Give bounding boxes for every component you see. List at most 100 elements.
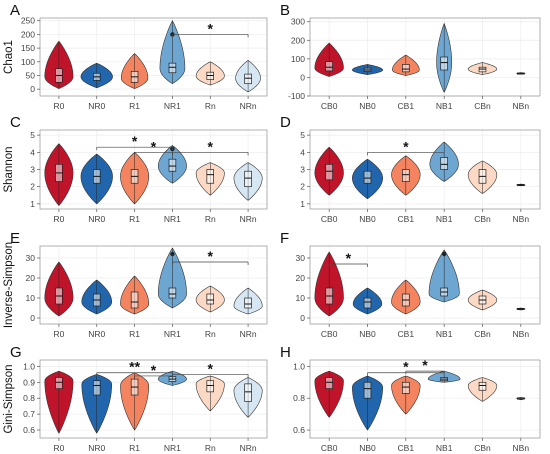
y-tick-label: 0 — [300, 72, 305, 82]
box — [168, 62, 177, 74]
y-tick-label: 20 — [296, 273, 306, 283]
box — [244, 383, 252, 402]
y-axis-label: Inverse-Simpson — [3, 242, 15, 328]
y-tick-label: 1 — [300, 199, 305, 209]
panel-letter: A — [10, 2, 20, 19]
panel-h: 0.6 0.8 1.0 CB0 NB0 CB1 NB1 CBn NBn H * * — [280, 344, 541, 453]
y-tick-label: 200 — [291, 35, 305, 45]
significance-label: * — [403, 138, 409, 154]
y-tick-label: 3 — [300, 165, 305, 175]
significance-label: * — [422, 357, 428, 373]
x-tick-label: NBn — [513, 101, 530, 111]
panel-letter: F — [280, 230, 289, 247]
y-tick-label: 4 — [300, 147, 305, 157]
box — [325, 61, 333, 72]
y-tick-label: 1 — [30, 199, 35, 209]
box — [325, 163, 333, 181]
x-tick-label: NR0 — [88, 101, 105, 111]
y-tick-label: 1.0 — [23, 361, 35, 371]
y-axis-label: Shannon — [3, 146, 15, 192]
y-tick-label: 0.9 — [23, 377, 35, 387]
box — [440, 157, 448, 170]
box — [55, 377, 63, 390]
x-tick-label: CBn — [474, 214, 491, 224]
y-tick-label: 5 — [30, 130, 35, 140]
x-tick-label: R0 — [53, 214, 64, 224]
y-tick-label: 0 — [30, 313, 35, 323]
x-tick-label: Rn — [205, 329, 216, 339]
x-tick-label: CBn — [474, 443, 491, 453]
y-tick-label: 0.8 — [293, 393, 305, 403]
x-tick-label: Rn — [205, 101, 216, 111]
x-tick-label: NR1 — [164, 214, 181, 224]
significance-label: * — [346, 250, 352, 266]
x-tick-label: NB0 — [359, 101, 376, 111]
box — [206, 169, 215, 184]
panel-letter: B — [280, 2, 290, 19]
box — [206, 380, 215, 393]
y-axis-label: Gini-Simpson — [3, 364, 15, 433]
x-tick-label: R1 — [129, 329, 140, 339]
x-tick-label: CBn — [474, 101, 491, 111]
outlier-point — [441, 251, 447, 257]
x-tick-label: R0 — [53, 101, 64, 111]
x-tick-label: NRn — [240, 329, 257, 339]
x-tick-label: NR0 — [88, 443, 105, 453]
panel-letter: C — [10, 114, 21, 131]
plot-frame — [39, 245, 268, 325]
box — [363, 170, 372, 184]
y-tick-label: 100 — [291, 54, 305, 64]
box — [402, 169, 410, 182]
y-tick-label: 150 — [21, 43, 35, 53]
x-tick-label: NB0 — [359, 329, 376, 339]
y-tick-label: 300 — [291, 17, 305, 27]
y-tick-label: 0.6 — [23, 425, 35, 435]
x-tick-label: R0 — [53, 443, 64, 453]
plot-frame — [309, 17, 541, 97]
significance-label: * — [208, 20, 214, 36]
y-tick-label: 10 — [296, 293, 306, 303]
x-tick-label: NRn — [240, 101, 257, 111]
y-tick-label: -100 — [288, 91, 305, 101]
panel-letter: G — [10, 344, 22, 361]
x-tick-label: NBn — [513, 214, 530, 224]
y-tick-label: 30 — [26, 253, 36, 263]
y-tick-label: 0.8 — [23, 393, 35, 403]
box — [363, 297, 372, 309]
x-tick-label: NB0 — [359, 443, 376, 453]
x-tick-label: CB0 — [321, 214, 338, 224]
x-tick-label: R1 — [129, 214, 140, 224]
y-tick-label: 200 — [21, 29, 35, 39]
significance-label: * — [208, 360, 214, 376]
significance-label: * — [151, 138, 157, 154]
box — [130, 291, 139, 309]
box — [244, 170, 252, 188]
x-tick-label: R1 — [129, 101, 140, 111]
x-tick-label: CB1 — [398, 214, 415, 224]
significance-label: ** — [129, 359, 140, 375]
plot-frame — [39, 359, 268, 439]
box — [363, 381, 372, 399]
y-tick-label: 2 — [300, 182, 305, 192]
x-tick-label: NBn — [513, 329, 530, 339]
y-tick-label: 0 — [30, 84, 35, 94]
outlier-point — [170, 251, 175, 257]
significance-label: * — [208, 138, 214, 154]
x-tick-label: NB0 — [359, 214, 376, 224]
x-tick-label: R0 — [53, 329, 64, 339]
panel-letter: H — [280, 344, 291, 361]
box — [402, 64, 410, 73]
panel-a: 0 50 100 150 200 250 R0 NR0 R1 NR1 Rn NRn A Chao1 * — [3, 2, 268, 111]
plot-frame — [309, 245, 541, 325]
box — [325, 377, 333, 390]
box — [244, 297, 252, 309]
panel-f: 0 10 20 30 CB0 NB0 CB1 NB1 CBn NBn F * — [280, 230, 541, 339]
y-tick-label: 20 — [26, 273, 36, 283]
panel-letter: E — [10, 230, 20, 247]
significance-label: * — [151, 362, 157, 378]
x-tick-label: NB1 — [436, 443, 453, 453]
x-tick-label: NRn — [240, 443, 257, 453]
x-tick-label: NBn — [513, 443, 530, 453]
panel-d: 1 2 3 4 5 CB0 NB0 CB1 NB1 CBn NBn D * — [280, 114, 541, 224]
